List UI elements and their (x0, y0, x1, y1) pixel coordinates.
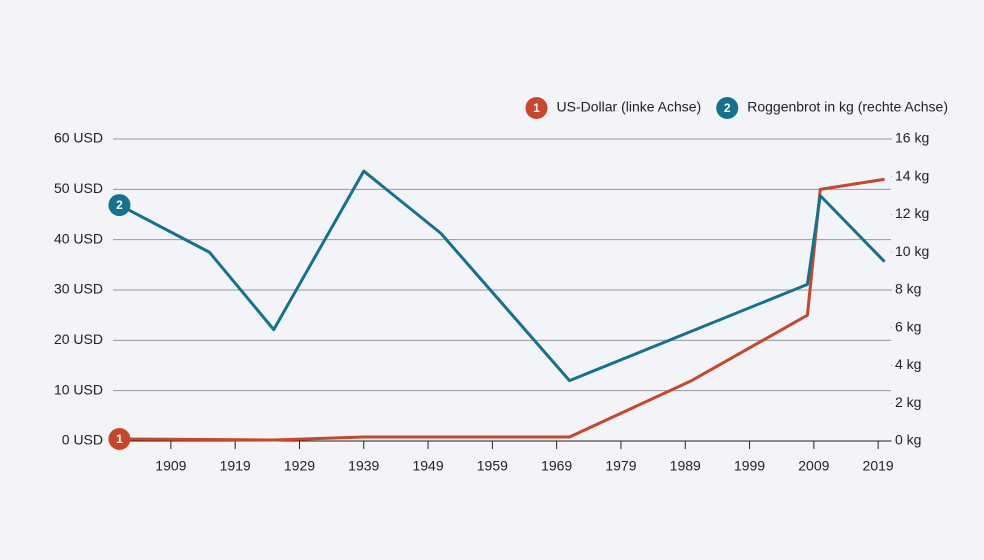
x-tick-label: 1979 (605, 458, 636, 474)
y2-tick-label: 8 kg (895, 281, 921, 297)
y-tick-label: 30 USD (54, 281, 103, 297)
y2-tick-label: 16 kg (895, 130, 929, 146)
y-tick-label: 50 USD (54, 180, 103, 196)
y2-tick-label: 6 kg (895, 318, 921, 334)
x-tick-label: 1969 (541, 458, 572, 474)
y2-tick-label: 12 kg (895, 205, 929, 221)
series-marker (716, 97, 739, 119)
x-tick-label: 1919 (220, 458, 251, 474)
series-marker-label: 1 (533, 101, 540, 115)
x-tick-label: 1989 (670, 458, 701, 474)
y-tick-label: 0 USD (62, 432, 103, 448)
series-marker (525, 97, 548, 119)
y2-tick-label: 2 kg (895, 394, 921, 410)
y-tick-label: 20 USD (54, 331, 103, 347)
y2-tick-label: 0 kg (895, 432, 921, 448)
y2-tick-label: 10 kg (895, 243, 929, 259)
x-tick-label: 1949 (412, 458, 443, 474)
y-tick-label: 60 USD (54, 130, 103, 146)
y2-tick-label: 14 kg (895, 167, 929, 183)
series-marker (108, 194, 131, 217)
x-tick-label: 2009 (798, 458, 829, 474)
x-tick-label: 1909 (155, 458, 186, 474)
x-tick-label: 1999 (734, 458, 765, 474)
series-marker (108, 427, 131, 450)
series-line (118, 169, 886, 383)
legend-label: US-Dollar (linke Achse) (557, 99, 702, 115)
series-marker-label: 1 (116, 432, 123, 446)
x-tick-label: 1959 (477, 458, 508, 474)
y2-tick-label: 4 kg (895, 356, 921, 372)
legend-label: Roggenbrot in kg (rechte Achse) (747, 99, 948, 115)
x-tick-label: 1929 (284, 458, 315, 474)
series-marker-label: 2 (724, 101, 731, 115)
y-tick-label: 10 USD (54, 381, 103, 397)
x-tick-label: 1939 (348, 458, 379, 474)
series-line (119, 177, 885, 442)
x-tick-label: 2019 (863, 458, 894, 474)
y-tick-label: 40 USD (54, 230, 103, 246)
series-marker-label: 2 (116, 198, 123, 212)
